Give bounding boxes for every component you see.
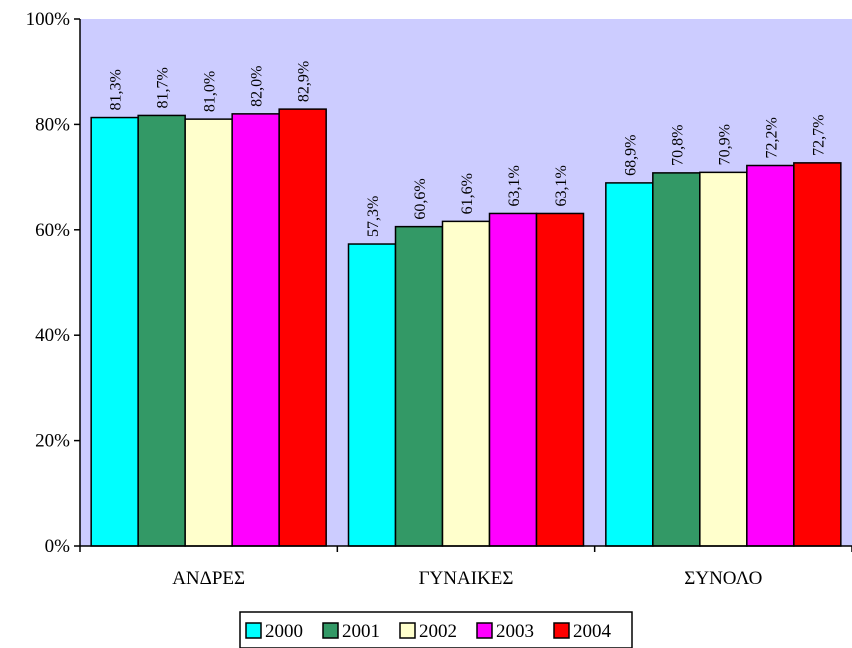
x-category-label: ΑΝΔΡΕΣ	[172, 568, 245, 589]
legend-label: 2001	[342, 621, 380, 642]
x-axis-ticks: ΑΝΔΡΕΣ ΓΥΝΑΙΚΕΣ ΣΥΝΟΛΟ	[79, 546, 852, 589]
bar-2003-0	[231, 113, 280, 547]
data-label: 82,0%	[249, 66, 266, 107]
bar-2004-2	[793, 162, 842, 547]
bar-2002-1	[441, 220, 491, 547]
bar-2003-1	[488, 212, 538, 547]
bar-2004-0	[278, 108, 327, 547]
data-label: 61,6%	[459, 173, 476, 214]
data-label: 72,7%	[810, 115, 827, 156]
bar-2000-1	[347, 243, 397, 547]
legend-label: 2004	[573, 621, 612, 642]
legend-swatch-2003	[476, 622, 493, 639]
y-tick-label: 0%	[45, 536, 71, 557]
data-label: 70,9%	[716, 124, 733, 165]
bar-2001-1	[394, 225, 444, 547]
legend: 2000 2001 2002 2003 2004	[239, 611, 633, 648]
bar-2001-0	[137, 114, 186, 547]
data-label: 57,3%	[365, 196, 382, 237]
y-tick-label: 40%	[35, 325, 70, 346]
y-axis-ticks: 0% 20% 40% 60% 80% 100%	[26, 9, 80, 557]
data-labels-group: 81,3% 81,7% 81,0% 82,0% 82,9% 57,3% 60,6% 61,6%…	[108, 61, 828, 237]
bar-2002-2	[699, 171, 748, 547]
bars-group	[90, 108, 842, 547]
bar-2001-2	[652, 172, 701, 547]
bar-2004-1	[535, 212, 585, 547]
x-category-label: ΣΥΝΟΛΟ	[684, 568, 762, 589]
data-label: 81,7%	[155, 67, 172, 108]
y-tick-label: 80%	[35, 114, 70, 135]
data-label: 82,9%	[296, 61, 313, 102]
legend-swatch-2004	[553, 622, 570, 639]
data-label: 81,0%	[202, 71, 219, 112]
legend-swatch-2002	[399, 622, 416, 639]
bar-2000-0	[90, 116, 139, 547]
x-category-label: ΓΥΝΑΙΚΕΣ	[419, 568, 514, 589]
bar-2002-0	[184, 118, 233, 547]
data-label: 63,1%	[553, 165, 570, 206]
data-label: 68,9%	[622, 135, 639, 176]
bar-2003-2	[746, 164, 795, 547]
legend-swatch-2001	[322, 622, 339, 639]
data-label: 63,1%	[506, 165, 523, 206]
data-label: 70,8%	[669, 125, 686, 166]
legend-label: 2002	[419, 621, 457, 642]
data-label: 60,6%	[412, 178, 429, 219]
y-tick-label: 60%	[35, 220, 70, 241]
legend-label: 2000	[265, 621, 303, 642]
y-tick-label: 100%	[26, 9, 71, 30]
legend-label: 2003	[496, 621, 534, 642]
data-label: 81,3%	[108, 69, 125, 110]
legend-swatch-2000	[245, 622, 262, 639]
bar-2000-2	[605, 182, 654, 547]
y-tick-label: 20%	[35, 431, 70, 452]
data-label: 72,2%	[763, 117, 780, 158]
